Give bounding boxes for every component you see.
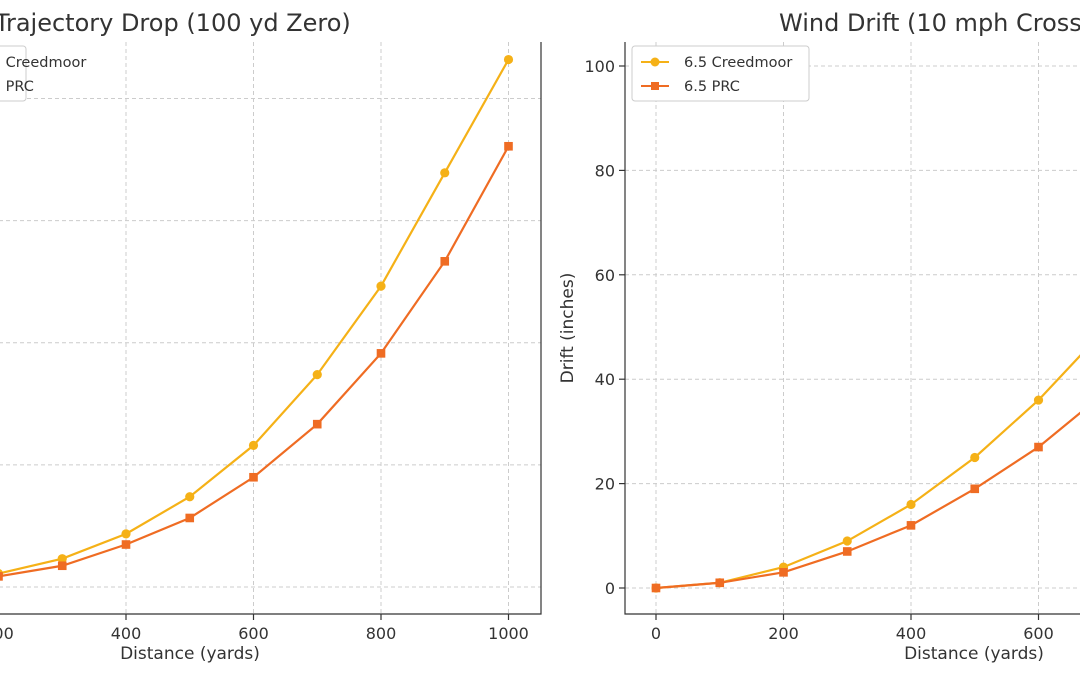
data-point (312, 419, 322, 429)
legend-marker (650, 57, 660, 67)
series-line (0, 59, 510, 575)
series-creedmoor (0, 54, 514, 578)
x-tick-label: 400 (111, 624, 142, 643)
data-point (248, 440, 259, 450)
x-axis-ticks: 02004006008001000 (651, 614, 1054, 643)
data-point (970, 452, 980, 463)
data-point (440, 257, 450, 266)
x-axis-label: Distance (yards) (904, 644, 1044, 664)
grid (0, 42, 541, 614)
data-point (312, 370, 322, 380)
series-creedmoor (651, 354, 1080, 593)
axes-frame (0, 42, 542, 615)
data-point (970, 484, 980, 494)
data-point (651, 583, 661, 593)
data-point (1034, 442, 1043, 452)
data-point (906, 499, 916, 510)
data-point (0, 572, 3, 581)
series-line (655, 411, 1080, 590)
x-tick-label: 600 (1023, 624, 1054, 643)
series-prc (0, 141, 513, 581)
chart-title: Wind Drift (10 mph Crosswind) (779, 9, 1080, 37)
x-tick-label: 1000 (488, 624, 529, 643)
data-point (121, 540, 131, 549)
legend-label: 6.5 PRC (684, 79, 740, 95)
data-point (376, 349, 386, 358)
data-point (779, 568, 788, 577)
legend-box (0, 45, 27, 102)
y-tick-label: 20 (595, 475, 615, 494)
legend-marker (651, 82, 659, 90)
data-point (1033, 395, 1044, 405)
legend: 6.5 Creedmoor 6.5 PRC (0, 45, 86, 102)
y-axis-ticks: 0 20 40 60 80 100 (584, 57, 625, 598)
data-point (906, 521, 916, 530)
x-tick-label: 800 (366, 624, 397, 643)
x-tick-label: 600 (238, 624, 269, 643)
series-layer (651, 354, 1080, 593)
data-point (842, 536, 852, 546)
data-point (376, 281, 386, 291)
y-tick-label: 40 (595, 370, 615, 389)
x-tick-label: 200 (0, 624, 14, 643)
y-tick-label: 0 (605, 579, 615, 598)
grid (625, 42, 1080, 614)
data-point (185, 492, 195, 502)
series-line (655, 354, 1080, 590)
legend-label: 6.5 Creedmoor (684, 55, 792, 71)
x-axis-label: Distance (yards) (120, 644, 260, 664)
series-line (0, 145, 510, 578)
data-point (842, 547, 852, 556)
data-point (503, 54, 514, 65)
data-point (57, 561, 67, 571)
legend-label: 6.5 Creedmoor (0, 55, 86, 71)
data-point (440, 168, 450, 178)
legend: 6.5 Creedmoor 6.5 PRC (631, 45, 810, 102)
data-point (121, 529, 131, 539)
axes-frame (624, 42, 1080, 615)
legend-box (631, 45, 810, 102)
legend-item: 6.5 Creedmoor (0, 55, 86, 71)
x-tick-label: 200 (768, 624, 799, 643)
x-tick-label: 0 (651, 624, 661, 643)
series-prc (651, 411, 1080, 593)
y-axis-label: Drift (inches) (558, 273, 578, 384)
legend-item: 6.5 PRC (0, 79, 34, 95)
x-axis-ticks: 02004006008001000 (0, 614, 529, 643)
chart-title: Bullet Trajectory Drop (100 yd Zero) (0, 9, 351, 37)
y-tick-label: 60 (595, 266, 615, 285)
data-point (185, 513, 195, 523)
y-tick-label: 80 (595, 161, 615, 180)
series-layer (0, 54, 514, 581)
data-point (249, 472, 258, 482)
legend-item: 6.5 PRC (641, 79, 740, 95)
data-point (715, 578, 725, 588)
x-tick-label: 400 (896, 624, 927, 643)
data-point (57, 554, 67, 564)
data-point (504, 141, 513, 151)
trajectory-drop-chart: 02004006008001000 Bullet Trajectory Drop… (0, 9, 542, 664)
legend-label: 6.5 PRC (0, 79, 34, 95)
y-tick-label: 100 (584, 57, 615, 76)
legend-item: 6.5 Creedmoor (641, 55, 792, 71)
